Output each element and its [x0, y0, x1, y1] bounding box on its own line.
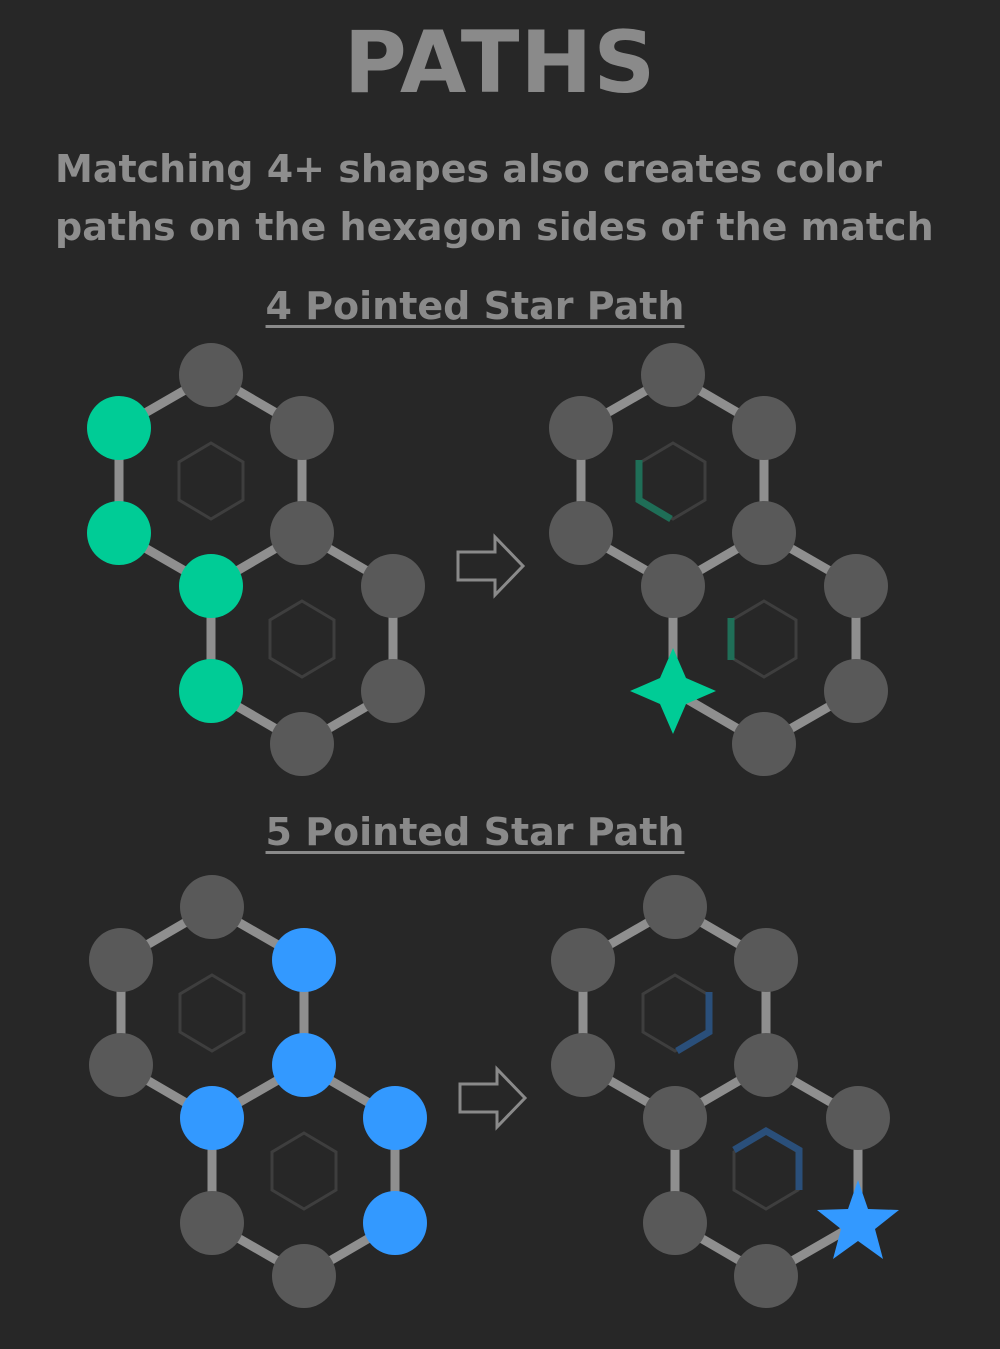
four-star-after-board: [549, 343, 888, 776]
board-edges: [576, 369, 861, 750]
board-node: [734, 1244, 798, 1308]
inner-hexagon-outline: [177, 441, 245, 521]
board-node: [270, 712, 334, 776]
board-node: [361, 554, 425, 618]
board-node: [180, 875, 244, 939]
color-path-segment: [635, 460, 673, 523]
board-node: [641, 343, 705, 407]
section-heading-5-star: 5 Pointed Star Path: [265, 810, 685, 854]
board-node: [551, 928, 615, 992]
matched-node: [87, 396, 151, 460]
five-star-after-board: [551, 875, 899, 1308]
board-node: [89, 1033, 153, 1097]
description-text: Matching 4+ shapes also creates color pa…: [55, 147, 934, 249]
board-node: [551, 1033, 615, 1097]
matched-node: [179, 659, 243, 723]
board-edges: [578, 901, 863, 1282]
board-node: [272, 1244, 336, 1308]
board-node: [734, 1033, 798, 1097]
inner-hexagon-outline: [178, 973, 246, 1053]
matched-node: [87, 501, 151, 565]
board-node: [824, 554, 888, 618]
four-pointed-star-icon: [630, 648, 716, 734]
arrow-right-icon: [456, 533, 526, 599]
board-node: [641, 554, 705, 618]
board-node: [643, 1086, 707, 1150]
board-node: [732, 501, 796, 565]
matched-node: [363, 1191, 427, 1255]
color-path-segment: [675, 992, 713, 1055]
matched-node: [272, 1033, 336, 1097]
section-heading-4-star: 4 Pointed Star Path: [265, 284, 685, 328]
board-node: [732, 396, 796, 460]
page-title: PATHS: [343, 13, 657, 113]
matched-node: [363, 1086, 427, 1150]
board-node: [824, 659, 888, 723]
board-node: [179, 343, 243, 407]
board-node: [270, 501, 334, 565]
five-pointed-star-icon: [817, 1180, 899, 1259]
board-node: [643, 1191, 707, 1255]
inner-hexagon-outline: [730, 599, 798, 679]
matched-node: [272, 928, 336, 992]
board-node: [734, 928, 798, 992]
matched-node: [179, 554, 243, 618]
board-edges: [116, 901, 400, 1282]
board-node: [89, 928, 153, 992]
board-node: [549, 396, 613, 460]
five-star-before-board: [89, 875, 427, 1308]
board-node: [732, 712, 796, 776]
board-node: [549, 501, 613, 565]
board-node: [361, 659, 425, 723]
arrow-right-icon: [458, 1065, 528, 1131]
matched-node: [180, 1086, 244, 1150]
inner-hexagon-outline: [270, 1131, 338, 1211]
board-node: [643, 875, 707, 939]
four-star-before-board: [87, 343, 425, 776]
color-path-segment: [732, 1126, 803, 1190]
board-edges: [114, 369, 398, 750]
board-node: [270, 396, 334, 460]
board-node: [826, 1086, 890, 1150]
inner-hexagon-outline: [268, 599, 336, 679]
board-node: [180, 1191, 244, 1255]
